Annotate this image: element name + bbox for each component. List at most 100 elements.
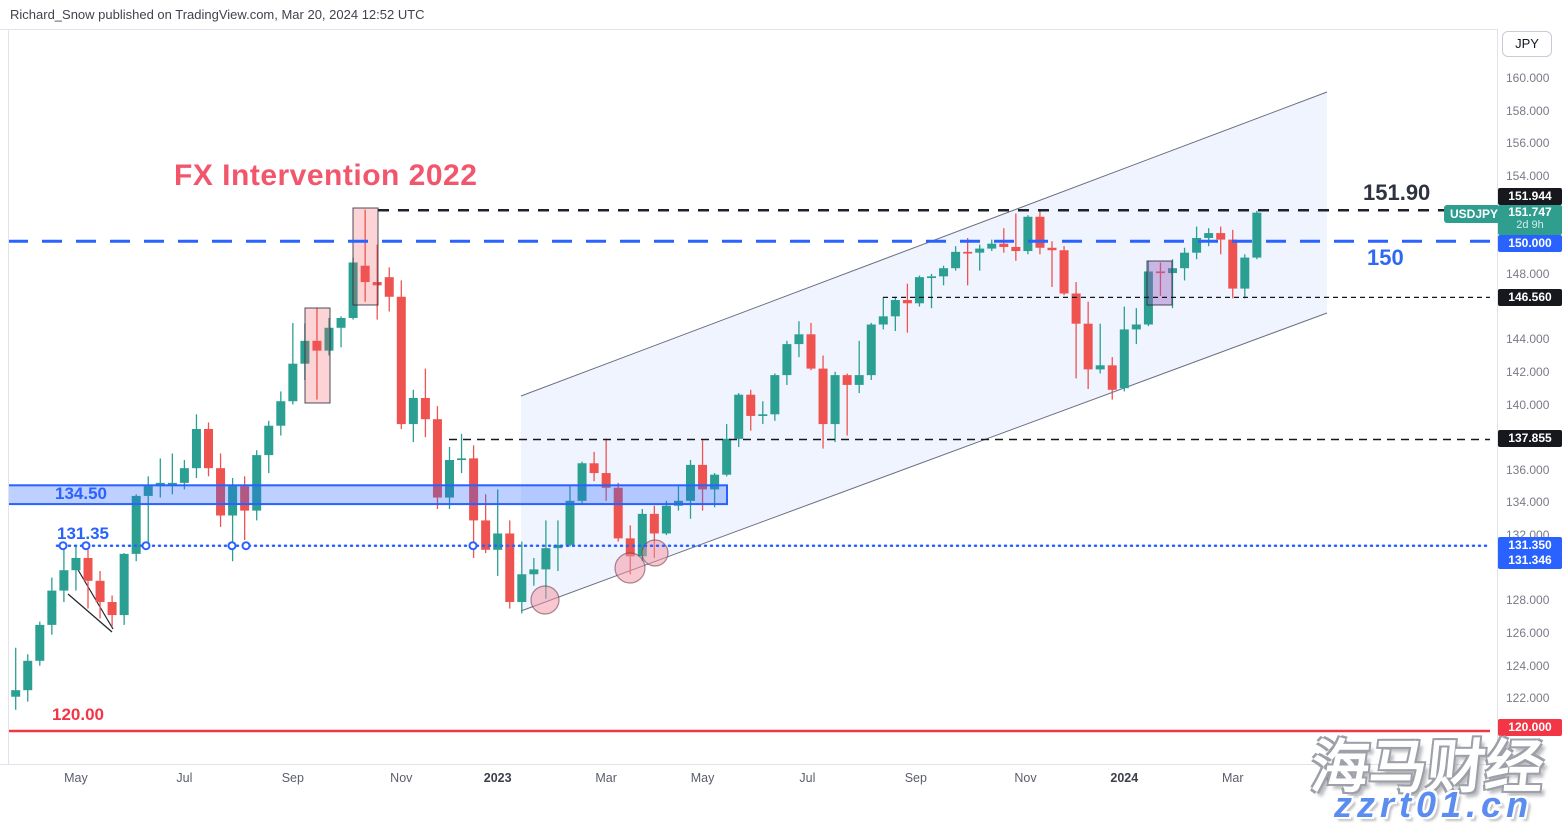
intervention-box-sep-2022 xyxy=(304,307,331,404)
candle-body xyxy=(987,243,997,249)
candle-body xyxy=(902,300,912,304)
candle-body xyxy=(445,460,454,498)
time-tick-label-2023: 2023 xyxy=(483,771,512,785)
candle-body xyxy=(179,468,189,483)
candle-body xyxy=(288,363,298,402)
touch-marker-dot xyxy=(241,541,251,551)
candle-body xyxy=(1240,257,1250,289)
currency-toggle-button[interactable]: JPY xyxy=(1502,31,1552,57)
candle-body xyxy=(252,455,262,511)
symbol-badge: USDJPY xyxy=(1444,205,1505,223)
price-tick-label: 126.000 xyxy=(1506,626,1550,641)
candle-body xyxy=(432,419,442,498)
highlight-box-jan-2024 xyxy=(1146,260,1173,306)
candle-body xyxy=(637,513,647,557)
price-tick-label: 158.000 xyxy=(1506,103,1550,118)
candle-body xyxy=(1023,216,1033,252)
price-axis-label-120-000: 120.000 xyxy=(1498,718,1562,736)
price-axis-separator[interactable] xyxy=(1497,29,1498,791)
low-marker-circle xyxy=(641,539,669,567)
time-tick-label-may: May xyxy=(690,771,715,785)
touch-marker-dot xyxy=(227,541,237,551)
time-axis[interactable] xyxy=(0,765,1568,791)
level-label-134-50: 134.50 xyxy=(55,484,107,503)
candle-body xyxy=(481,520,491,550)
candle-body xyxy=(1228,239,1238,289)
candle-body xyxy=(47,590,57,625)
candle-body xyxy=(939,268,949,277)
price-tick-label: 136.000 xyxy=(1506,462,1550,477)
candle-body xyxy=(1011,246,1021,252)
candle-body xyxy=(589,463,599,474)
footer-bar: TradingView xyxy=(0,791,1568,827)
level-label-151-90: 151.90 xyxy=(1363,180,1431,205)
time-tick-label-2024: 2024 xyxy=(1110,771,1139,785)
price-tick-label: 156.000 xyxy=(1506,136,1550,151)
candle-body xyxy=(469,458,479,521)
candle-body xyxy=(878,316,888,325)
intervention-box-oct-2022 xyxy=(352,207,379,306)
candle-body xyxy=(1083,323,1093,370)
time-tick-label-sep: Sep xyxy=(281,771,304,785)
price-tick-label: 134.000 xyxy=(1506,495,1550,510)
candle-body xyxy=(601,473,611,488)
candle-body xyxy=(625,538,635,557)
time-tick-label-mar: Mar xyxy=(1221,771,1244,785)
publish-attribution: Richard_Snow published on TradingView.co… xyxy=(10,7,425,22)
price-tick-label: 154.000 xyxy=(1506,168,1550,183)
candle-body xyxy=(1180,252,1190,269)
chart-left-border xyxy=(8,29,9,765)
candle-body xyxy=(35,624,45,661)
candle-body xyxy=(866,324,876,376)
candle-body xyxy=(529,569,539,575)
price-tick-label: 140.000 xyxy=(1506,397,1550,412)
price-tick-label: 144.000 xyxy=(1506,332,1550,347)
candle-body xyxy=(698,464,708,490)
candle-body xyxy=(11,690,21,697)
price-axis-label-150-000: 150.000 xyxy=(1498,234,1562,252)
candle-body xyxy=(710,474,720,490)
candle-body xyxy=(975,248,985,253)
candle-body xyxy=(541,548,551,570)
candle-body xyxy=(649,513,659,534)
candle-body xyxy=(312,340,322,351)
candle-body xyxy=(360,265,370,283)
candle-body xyxy=(167,482,177,485)
supply-zone-134-50 xyxy=(8,484,728,506)
candle-body xyxy=(951,251,961,269)
time-tick-label-jul: Jul xyxy=(1434,771,1451,785)
candle-body xyxy=(1216,233,1226,240)
candle-body xyxy=(517,574,527,603)
low-marker-circle xyxy=(530,585,560,615)
watermark-url-text: zzrt01.cn xyxy=(1334,784,1534,825)
candle-body xyxy=(722,438,732,475)
candle-body xyxy=(806,334,816,369)
candle-body xyxy=(1095,365,1105,370)
touch-marker-dot xyxy=(81,541,91,551)
price-tick-label: 148.000 xyxy=(1506,266,1550,281)
candle-body xyxy=(782,344,792,376)
time-axis-separator[interactable] xyxy=(0,764,1568,765)
touch-marker-dot xyxy=(141,541,151,551)
candle-body xyxy=(1119,329,1129,389)
candle-body xyxy=(384,277,394,297)
candle-body xyxy=(1204,233,1214,238)
candle-body xyxy=(914,277,924,304)
candle-body xyxy=(372,282,382,286)
candle-body xyxy=(204,428,213,469)
candle-body xyxy=(1035,216,1045,248)
candle-body xyxy=(842,375,852,385)
price-tick-label: 124.000 xyxy=(1506,658,1550,673)
candle-body xyxy=(758,414,768,416)
price-axis[interactable] xyxy=(1498,29,1568,765)
candle-body xyxy=(854,375,864,385)
candle-body xyxy=(927,276,936,279)
price-tick-label: 122.000 xyxy=(1506,691,1550,706)
candle-body xyxy=(119,553,129,616)
candle-body xyxy=(890,300,900,317)
candle-body xyxy=(276,401,286,426)
candle-body xyxy=(1155,271,1165,274)
candle-body xyxy=(95,580,105,603)
